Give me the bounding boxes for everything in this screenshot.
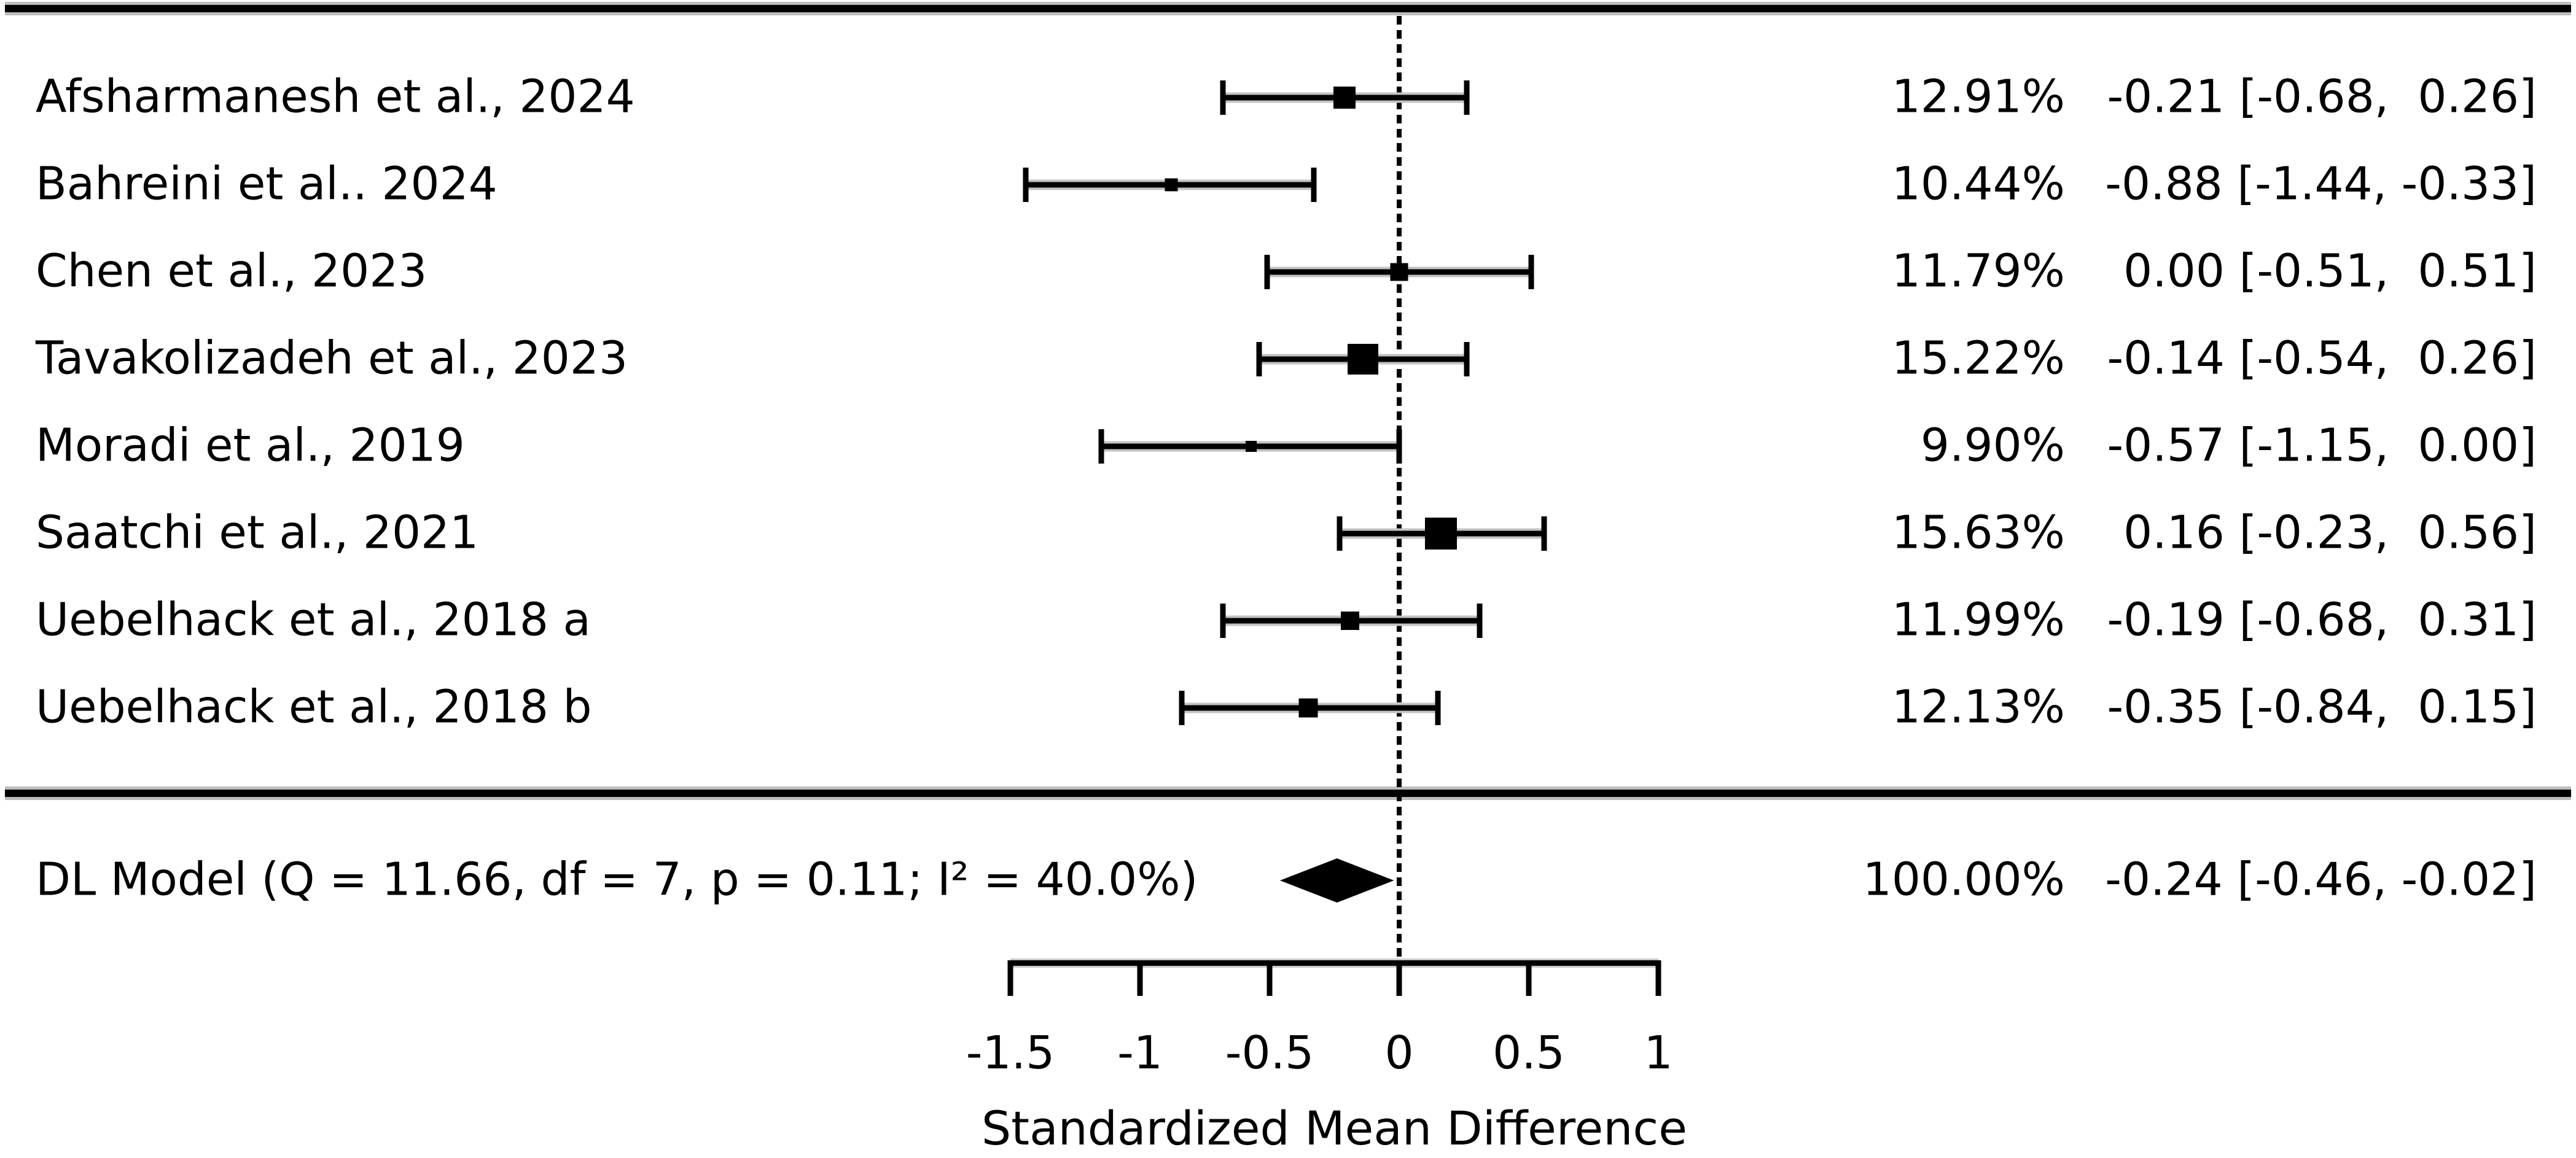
x-axis-tick [1655, 960, 1661, 996]
x-axis-tick-label: -0.5 [1225, 1027, 1314, 1079]
weight-value: 10.44% [1891, 157, 2065, 211]
x-axis-tick [1007, 960, 1013, 996]
x-axis-tick [1137, 960, 1143, 996]
effect-estimate-text: -0.57 [-1.15, 0.00] [2107, 419, 2537, 472]
x-axis-tick-label: 0.5 [1493, 1027, 1565, 1079]
ci-upper-cap [1477, 604, 1483, 638]
effect-estimate-text: -0.35 [-0.84, 0.15] [2107, 680, 2537, 734]
weight-value: 11.79% [1891, 244, 2065, 298]
ci-lower-cap [1220, 80, 1226, 115]
ci-lower-cap [1179, 691, 1185, 725]
ci-upper-cap [1541, 516, 1547, 551]
x-axis-tick-label: -1.5 [966, 1027, 1055, 1079]
study-label: Tavakolizadeh et al., 2023 [36, 332, 628, 385]
study-label: Bahreini et al.. 2024 [36, 157, 498, 211]
ci-lower-cap [1098, 429, 1104, 464]
ci-lower-cap [1220, 604, 1226, 638]
summary-effect-estimate-text: -0.24 [-0.46, -0.02] [2105, 853, 2537, 906]
x-axis-tick [1526, 960, 1532, 996]
x-axis-tick [1267, 960, 1273, 996]
ci-upper-cap [1464, 80, 1470, 115]
x-axis-tick-label: 1 [1644, 1027, 1673, 1079]
effect-marker [1347, 344, 1378, 375]
weight-value: 15.63% [1891, 506, 2065, 559]
x-axis-title: Standardized Mean Difference [982, 1101, 1687, 1156]
effect-marker [1390, 263, 1408, 281]
effect-marker [1165, 178, 1178, 192]
summary-weight-value: 100.00% [1862, 853, 2065, 906]
weight-value: 11.99% [1891, 593, 2065, 647]
effect-marker [1298, 698, 1318, 718]
study-label: Uebelhack et al., 2018 b [36, 680, 592, 734]
effect-marker [1333, 87, 1356, 109]
x-axis-line [1010, 960, 1658, 966]
effect-marker [1340, 612, 1359, 630]
study-label: Moradi et al., 2019 [36, 419, 465, 472]
effect-estimate-text: 0.16 [-0.23, 0.56] [2109, 506, 2537, 559]
effect-marker [1246, 441, 1257, 452]
weight-value: 9.90% [1920, 419, 2065, 472]
top-rule [5, 5, 2571, 12]
effect-estimate-text: -0.14 [-0.54, 0.26] [2107, 332, 2537, 385]
effect-marker [1424, 518, 1457, 550]
ci-lower-cap [1023, 168, 1029, 202]
zero-reference-line [1397, 16, 1402, 965]
effect-estimate-text: -0.88 [-1.44, -0.33] [2105, 157, 2537, 211]
ci-upper-cap [1396, 429, 1402, 464]
ci-lower-cap [1256, 342, 1262, 376]
ci-lower-cap [1264, 255, 1270, 289]
ci-upper-cap [1464, 342, 1470, 376]
weight-value: 12.13% [1891, 680, 2065, 734]
ci-upper-cap [1435, 691, 1441, 725]
ci-upper-cap [1311, 168, 1317, 202]
study-label: Afsharmanesh et al., 2024 [36, 70, 635, 123]
x-axis-tick-label: 0 [1384, 1027, 1414, 1079]
summary-divider-rule [5, 790, 2571, 797]
effect-estimate-text: 0.00 [-0.51, 0.51] [2109, 244, 2537, 298]
weight-value: 15.22% [1891, 332, 2065, 385]
study-label: Chen et al., 2023 [36, 244, 427, 298]
x-axis-tick [1396, 960, 1402, 996]
weight-value: 12.91% [1891, 70, 2065, 123]
ci-lower-cap [1337, 516, 1343, 551]
summary-diamond [1279, 858, 1394, 903]
x-axis-tick-label: -1 [1117, 1027, 1163, 1079]
effect-estimate-text: -0.21 [-0.68, 0.26] [2107, 70, 2537, 123]
study-label: Saatchi et al., 2021 [36, 506, 479, 559]
summary-label: DL Model (Q = 11.66, df = 7, p = 0.11; I… [36, 853, 1198, 906]
effect-estimate-text: -0.19 [-0.68, 0.31] [2107, 593, 2537, 647]
study-label: Uebelhack et al., 2018 a [36, 593, 591, 647]
ci-upper-cap [1528, 255, 1534, 289]
